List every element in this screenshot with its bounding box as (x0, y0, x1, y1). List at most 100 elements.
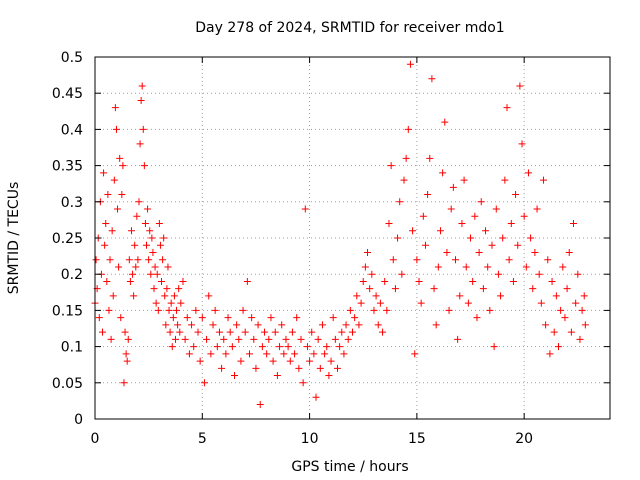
data-point (406, 60, 414, 68)
data-point (276, 343, 284, 351)
data-point (105, 306, 113, 314)
data-point (137, 96, 145, 104)
data-point (95, 314, 103, 322)
data-point (531, 248, 539, 256)
data-point (366, 285, 374, 293)
data-point (297, 335, 305, 343)
data-point (104, 191, 112, 199)
data-point (106, 256, 114, 264)
x-tick-label: 15 (408, 431, 426, 447)
data-point (181, 335, 189, 343)
data-point (404, 125, 412, 133)
data-point (374, 321, 382, 329)
data-point (169, 314, 177, 322)
data-point (524, 169, 532, 177)
data-point (154, 306, 162, 314)
data-point (539, 176, 547, 184)
data-point (291, 350, 299, 358)
data-point (278, 321, 286, 329)
x-tick-label: 5 (198, 431, 207, 447)
data-point (477, 198, 485, 206)
data-point (325, 372, 333, 380)
data-point (421, 241, 429, 249)
data-point (428, 75, 436, 83)
data-point (286, 357, 294, 365)
data-point (494, 270, 502, 278)
data-point (503, 104, 511, 112)
data-point (167, 299, 175, 307)
data-point (267, 314, 275, 322)
data-point (555, 343, 562, 351)
data-point (220, 335, 228, 343)
data-point (454, 335, 462, 343)
data-point (445, 306, 453, 314)
data-point (108, 227, 116, 235)
data-point (156, 241, 164, 249)
data-point (213, 343, 221, 351)
data-point (177, 299, 185, 307)
data-point (205, 292, 213, 300)
data-point (460, 176, 468, 184)
data-point (550, 328, 558, 336)
data-point (147, 270, 155, 278)
chart-title: Day 278 of 2024, SRMTID for receiver mdo… (195, 20, 504, 36)
data-point (293, 314, 301, 322)
data-point (301, 205, 309, 213)
data-point (479, 285, 487, 293)
data-point (168, 343, 176, 351)
data-point (441, 118, 449, 126)
data-point (144, 205, 152, 213)
data-point (385, 220, 393, 228)
data-point (265, 335, 273, 343)
data-point (150, 285, 158, 293)
data-point (203, 335, 211, 343)
x-tick-label: 10 (301, 431, 319, 447)
data-point (134, 256, 142, 264)
data-point (529, 285, 537, 293)
data-point (174, 321, 182, 329)
data-point (162, 321, 170, 329)
data-point (557, 306, 565, 314)
data-point (130, 292, 138, 300)
x-tick-label: 20 (515, 431, 533, 447)
data-point (413, 256, 421, 264)
data-point (331, 335, 339, 343)
data-point (570, 220, 578, 228)
data-point (396, 198, 404, 206)
data-point (486, 306, 494, 314)
data-point (439, 169, 447, 177)
data-point (314, 335, 322, 343)
data-point (155, 220, 163, 228)
y-tick-label: 0.15 (52, 303, 83, 319)
data-point (120, 379, 128, 387)
data-point (432, 321, 440, 329)
data-point (188, 321, 196, 329)
data-point (146, 227, 154, 235)
y-tick-label: 0.05 (52, 376, 83, 392)
data-point (323, 343, 331, 351)
data-point (361, 263, 369, 271)
data-point (368, 270, 376, 278)
data-point (321, 350, 329, 358)
data-point (194, 328, 202, 336)
data-point (349, 328, 356, 336)
data-point (507, 220, 515, 228)
data-point (176, 328, 184, 336)
data-point (383, 306, 391, 314)
data-point (218, 364, 226, 372)
data-point (471, 212, 479, 220)
data-point (133, 212, 141, 220)
data-point (522, 263, 530, 271)
data-point (509, 277, 517, 285)
data-point (449, 183, 457, 191)
data-point (101, 241, 109, 249)
data-point (415, 277, 423, 285)
data-point (452, 256, 459, 264)
data-point (256, 401, 264, 409)
data-point (261, 328, 269, 336)
x-tick-label: 0 (91, 431, 100, 447)
data-point (252, 364, 260, 372)
data-point (482, 227, 490, 235)
data-point (391, 285, 399, 293)
